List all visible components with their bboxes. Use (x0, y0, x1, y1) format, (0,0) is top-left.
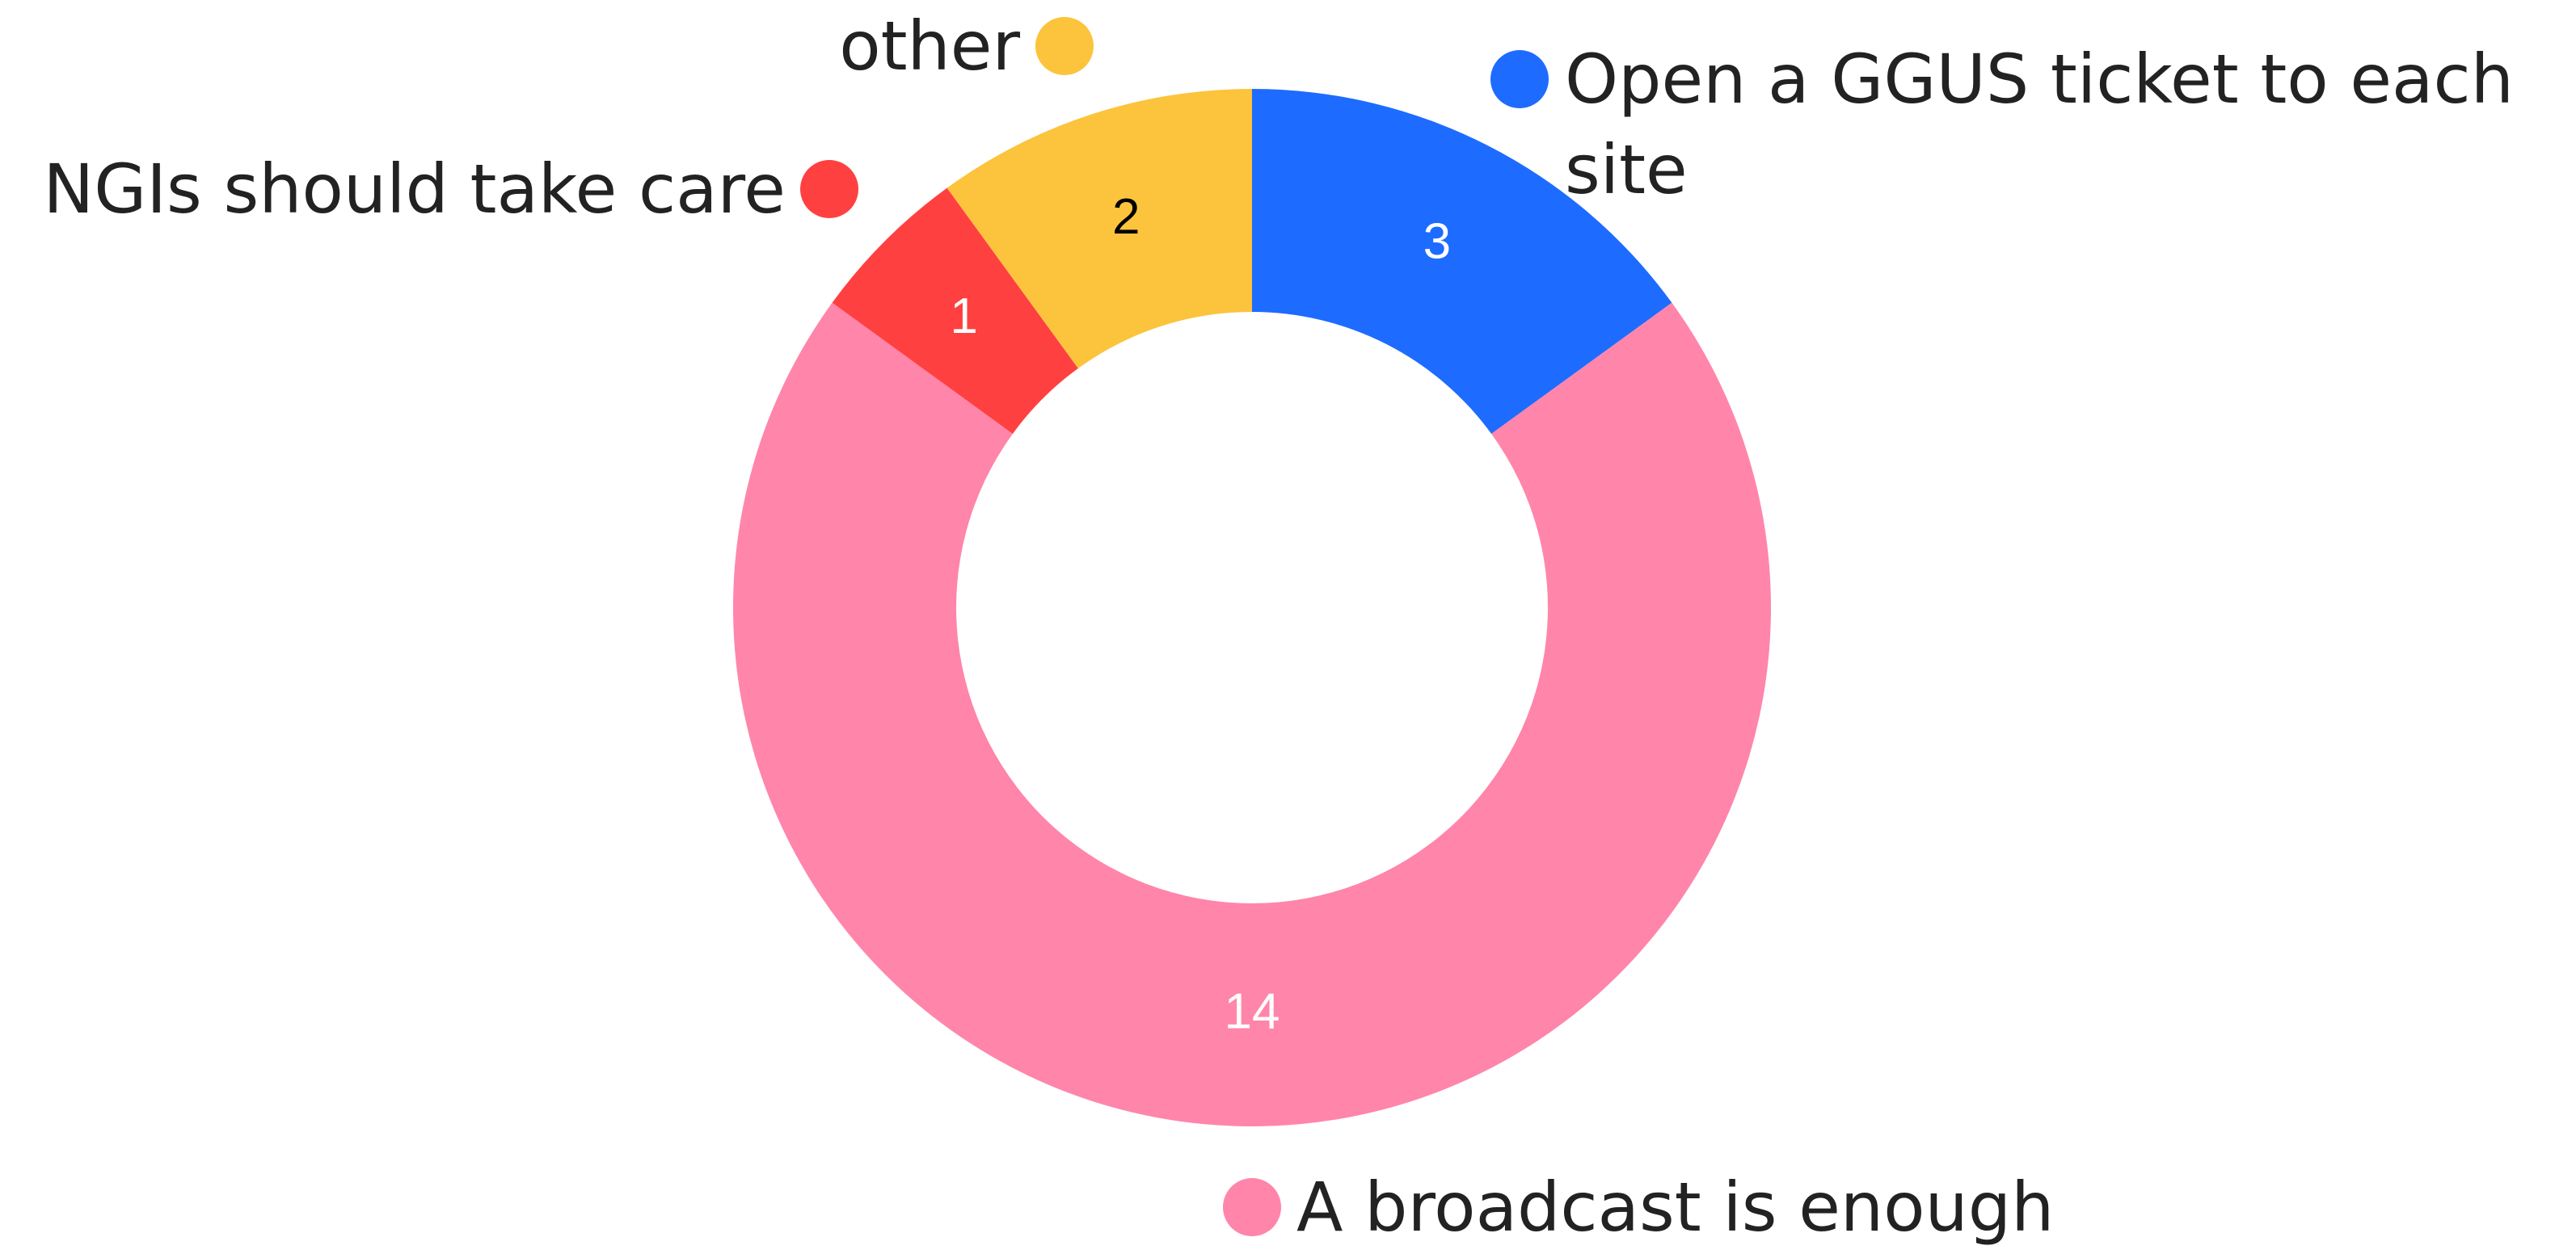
legend-label: A broadcast is enough (1296, 1168, 2055, 1247)
donut-slice (1252, 89, 1672, 434)
value-label: 1 (950, 288, 977, 344)
donut-slice (733, 302, 1771, 1127)
value-label: 2 (1112, 189, 1140, 245)
legend-marker (800, 160, 858, 218)
legend-marker (1223, 1178, 1281, 1236)
donut-slice (832, 187, 1078, 434)
legend-marker (1490, 50, 1549, 108)
value-label: 14 (1225, 983, 1280, 1039)
donut-slice (947, 88, 1252, 368)
legend-label: Open a GGUS ticket to each site (1565, 40, 2514, 209)
legend-label: NGIs should take care (43, 149, 786, 229)
legend-marker (1035, 17, 1094, 75)
legend-label: other (839, 6, 1020, 86)
value-label: 3 (1423, 213, 1451, 269)
